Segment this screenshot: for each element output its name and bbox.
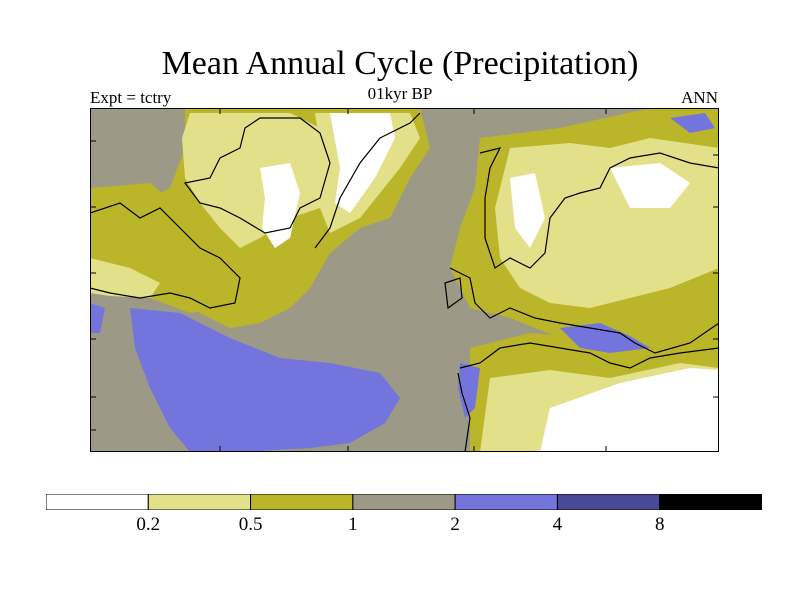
colorbar-swatch (659, 494, 762, 510)
coastline (314, 112, 421, 249)
colorbar-swatch (147, 494, 252, 510)
colorbar-swatch (454, 494, 558, 510)
season-label: ANN (681, 88, 718, 107)
colorbar-tick-label: 8 (654, 514, 665, 535)
coastline (459, 342, 719, 369)
map-region-blue-coast (458, 363, 480, 418)
colorbar-swatch (46, 494, 149, 510)
colorbar-swatch (556, 494, 661, 510)
map-region-blue-west (90, 303, 105, 333)
colorbar-swatch (250, 494, 354, 510)
map-region-blue-east (670, 113, 715, 133)
colorbar-tick-label: 4 (552, 514, 563, 535)
colorbar-tick-label: 1 (348, 514, 358, 535)
experiment-label: Expt = tctry (90, 88, 172, 107)
coastline (183, 117, 331, 234)
map-region-atlantic-blue (130, 308, 400, 452)
colorbar (46, 494, 762, 510)
map-frame (90, 108, 719, 452)
chart-title: Mean Annual Cycle (Precipitation) (161, 45, 639, 82)
map-region-east-white (510, 173, 545, 248)
map-region-south-white (540, 368, 719, 452)
colorbar-tick-label: 0.5 (238, 514, 263, 535)
coastline (444, 277, 463, 310)
coastline (449, 267, 719, 354)
coastline (479, 147, 719, 269)
colorbar-tick-label: 2 (450, 514, 460, 535)
map-region-east-white-2 (610, 163, 690, 208)
precipitation-map (90, 108, 719, 452)
map-region-west-light (90, 258, 160, 298)
chart-subtitle: 01kyr BP (367, 84, 433, 103)
colorbar-tick-label: 0.2 (136, 514, 161, 535)
coastline (457, 372, 471, 452)
coastline (90, 202, 241, 309)
colorbar-swatch (352, 494, 456, 510)
map-region-med-blue (560, 323, 650, 353)
